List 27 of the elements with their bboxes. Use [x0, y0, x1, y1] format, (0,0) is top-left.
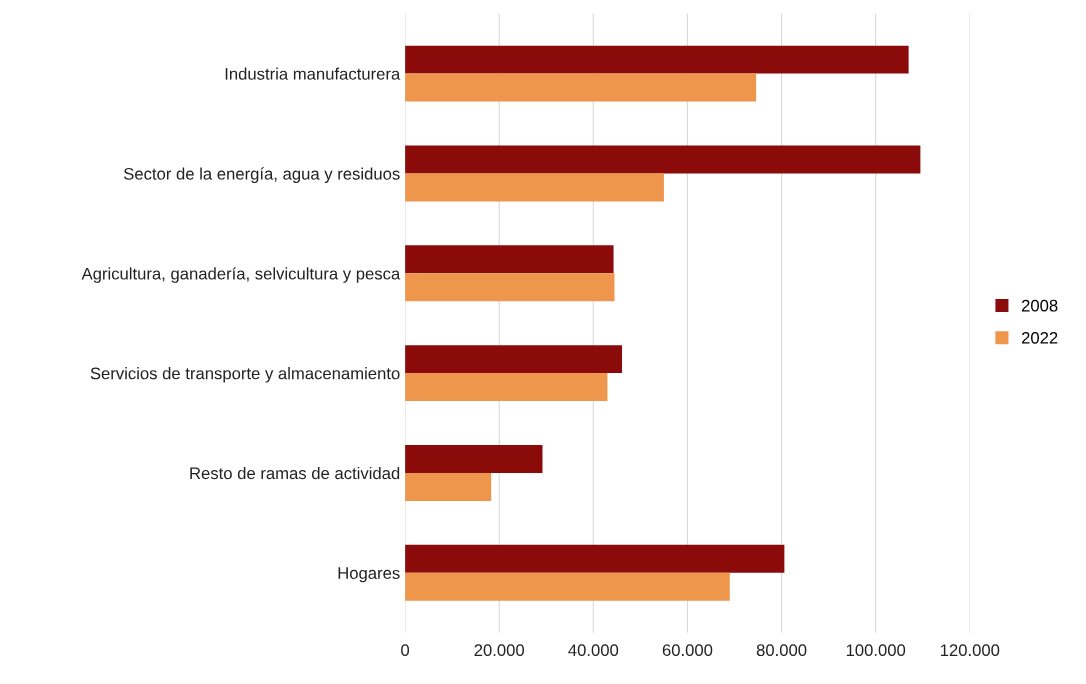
bar — [405, 245, 614, 274]
x-tick-label: 80.000 — [756, 644, 807, 657]
legend-label: 2008 — [1021, 299, 1058, 312]
y-tick-label: Industria manufacturera — [225, 67, 401, 80]
bar — [405, 544, 785, 573]
legend-label: 2022 — [1021, 331, 1058, 344]
bar — [405, 445, 543, 473]
y-tick-label: Sector de la energía, agua y residuos — [123, 167, 400, 184]
bar — [405, 572, 730, 601]
x-tick-label: 20.000 — [474, 644, 525, 657]
x-tick-label: 40.000 — [568, 644, 619, 657]
bar — [405, 73, 757, 102]
bar — [405, 472, 492, 501]
y-tick-label: Resto de ramas de actividad — [190, 466, 400, 480]
y-tick-label: Servicios de transporte y almacenamiento — [90, 367, 400, 383]
bar — [405, 273, 615, 302]
x-tick-label: 100.000 — [846, 644, 906, 657]
bar — [405, 173, 664, 202]
bar — [405, 345, 623, 374]
bar — [405, 145, 921, 174]
y-tick-label: Agricultura, ganadería, selvicultura y pesca — [81, 267, 401, 283]
bar — [405, 45, 909, 74]
x-tick-label: 0 — [401, 644, 410, 657]
bar — [405, 373, 608, 402]
y-tick-label: Hogares — [338, 567, 400, 583]
x-tick-label: 120.000 — [940, 644, 1000, 657]
x-tick-label: 60.000 — [662, 644, 713, 657]
